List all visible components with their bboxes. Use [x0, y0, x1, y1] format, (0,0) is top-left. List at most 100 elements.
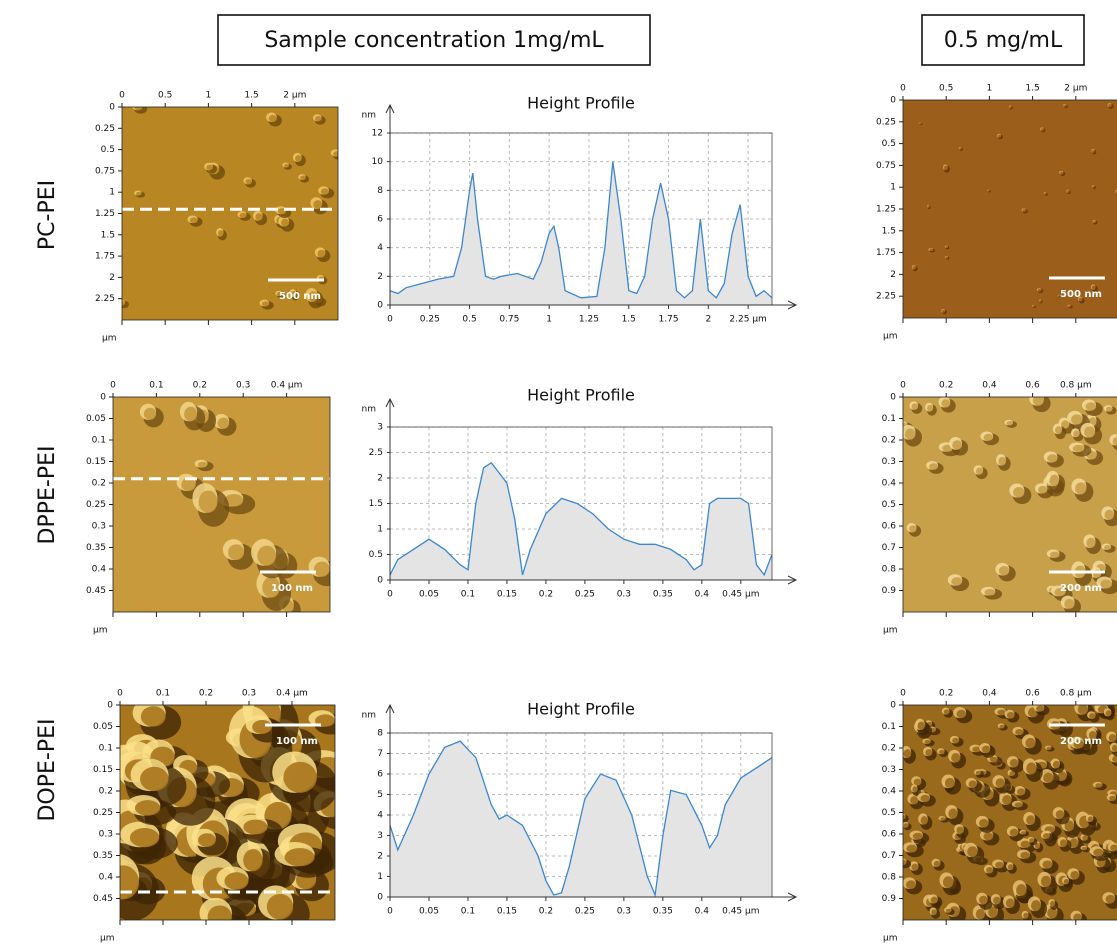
- texture-body: [1071, 414, 1083, 425]
- texture-body: [983, 433, 994, 441]
- x-tick-label: 0: [900, 689, 906, 699]
- texture-body: [1106, 406, 1113, 412]
- texture-body: [243, 819, 268, 835]
- texture-body: [995, 861, 1004, 869]
- texture-body: [1043, 833, 1050, 839]
- texture-body: [1089, 713, 1096, 719]
- x-tick-label: 0.4: [695, 907, 710, 917]
- texture-body: [911, 403, 919, 410]
- texture-body: [1059, 839, 1067, 847]
- x-tick-label: 0.75: [499, 315, 519, 325]
- texture-body: [1073, 913, 1082, 920]
- y-tick-label: 0.25: [93, 808, 113, 818]
- scale-bar-label: 100 nm: [271, 583, 313, 594]
- texture-body: [917, 721, 925, 731]
- texture-body: [998, 457, 1006, 466]
- texture-body: [933, 860, 941, 867]
- x-tick-label: 0.35: [653, 907, 673, 917]
- y-axis-arrow: [385, 703, 395, 897]
- x-tick-label: 0.3: [617, 907, 631, 917]
- texture-body: [1025, 737, 1036, 749]
- y-tick-label: 0: [377, 576, 383, 586]
- texture-body: [228, 544, 245, 561]
- texture-body: [295, 155, 302, 162]
- x-tick-label: 1: [206, 91, 212, 101]
- texture-body: [1060, 171, 1064, 175]
- texture-body: [948, 808, 958, 819]
- y-tick-label: 0.4: [882, 787, 897, 797]
- texture-body: [1005, 898, 1015, 909]
- texture-body: [927, 404, 934, 412]
- x-tick-label: 1.5: [1025, 84, 1039, 94]
- texture-body: [1087, 816, 1094, 822]
- texture-body: [1032, 305, 1035, 307]
- texture-body: [1050, 900, 1056, 907]
- x-tick-label: 0: [387, 907, 393, 917]
- y-tick-label: 0.3: [882, 457, 896, 467]
- y-tick-label: 0.3: [99, 830, 113, 840]
- texture-body: [931, 909, 937, 916]
- x-tick-label: 0.6: [1025, 381, 1040, 391]
- y-tick-label: 10: [372, 157, 384, 167]
- texture-body: [245, 179, 252, 185]
- y-tick-label: 0.1: [882, 722, 896, 732]
- texture-body: [1105, 894, 1116, 904]
- y-tick-label: 2.25: [876, 292, 896, 302]
- x-tick-label: 1.5: [244, 91, 258, 101]
- profile-area: [390, 161, 772, 305]
- x-tick-label: 0.1: [461, 590, 475, 600]
- y-tick-label: 0.5: [882, 808, 896, 818]
- texture-body: [281, 218, 290, 227]
- texture-body: [1108, 103, 1112, 108]
- texture-body: [1079, 297, 1083, 302]
- texture-body: [1069, 838, 1079, 848]
- texture-body: [1112, 755, 1117, 763]
- y-tick-label: 0.2: [882, 436, 896, 446]
- texture-body: [1047, 907, 1058, 919]
- x-tick-label: 0.1: [149, 381, 163, 391]
- texture-body: [944, 777, 955, 789]
- y-tick-label: 2: [377, 272, 383, 282]
- y-tick-label: 0: [109, 103, 115, 113]
- y-tick-label: 0.5: [369, 550, 383, 560]
- texture-body: [993, 896, 1001, 905]
- texture-body: [1067, 190, 1070, 193]
- texture-body: [290, 291, 297, 297]
- texture-body: [320, 188, 330, 195]
- y-tick-label: 0.1: [92, 436, 106, 446]
- texture-body: [1091, 285, 1096, 290]
- texture-body: [184, 406, 198, 422]
- texture-body: [951, 752, 961, 763]
- afm-image: 500 nm: [122, 107, 338, 320]
- texture-body: [283, 761, 317, 793]
- y-tick-label: 6: [377, 770, 383, 780]
- texture-body: [252, 719, 272, 734]
- texture-body: [903, 859, 907, 866]
- y-tick-label: 0.9: [882, 586, 897, 596]
- axis-unit: µm: [100, 934, 115, 944]
- texture-body: [1042, 860, 1053, 869]
- y-tick-label: 0.2: [882, 744, 896, 754]
- texture-body: [315, 116, 322, 122]
- y-tick-label: 0.35: [86, 543, 106, 553]
- profile-area: [390, 741, 772, 897]
- texture-body: [1049, 551, 1060, 558]
- axis-unit: µm: [93, 626, 108, 636]
- y-tick-label: 0.3: [882, 765, 896, 775]
- texture-body: [261, 301, 270, 307]
- texture-body: [1043, 772, 1054, 784]
- y-tick-label: 0: [107, 701, 113, 711]
- texture-body: [941, 399, 951, 408]
- texture-body: [995, 778, 1005, 788]
- texture-body: [912, 786, 918, 793]
- y-tick-label: 1.75: [95, 252, 115, 262]
- y-tick-label: 1: [890, 183, 896, 193]
- x-tick-label: 2 µm: [1064, 84, 1087, 94]
- texture-body: [938, 749, 945, 755]
- x-tick-label: 0: [387, 315, 393, 325]
- x-tick-label: 0.3: [236, 381, 250, 391]
- texture-body: [903, 823, 909, 828]
- x-tick-label: 0: [110, 381, 116, 391]
- texture-body: [1084, 426, 1096, 438]
- image-background: [903, 100, 1117, 318]
